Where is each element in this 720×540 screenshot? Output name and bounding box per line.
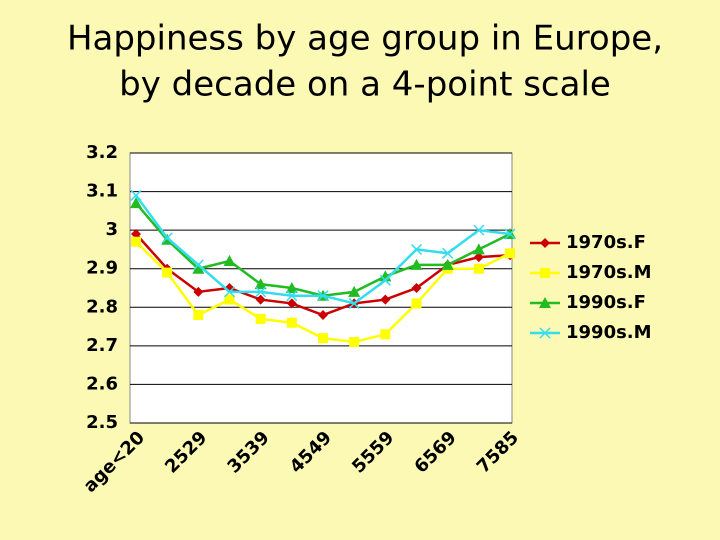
- x-tick-label: 6569: [410, 427, 460, 477]
- x-tick-label: 4549: [286, 427, 336, 477]
- point: [286, 298, 297, 309]
- point: [380, 294, 391, 305]
- point: [410, 258, 423, 270]
- point: [255, 313, 266, 324]
- point: [130, 189, 142, 201]
- legend-label: 1990s.F: [566, 292, 646, 313]
- point: [504, 228, 516, 240]
- x-tick-label: 7585: [473, 427, 523, 477]
- point: [223, 286, 236, 298]
- point: [193, 310, 204, 320]
- chart-title: Happiness by age group in Europe,: [67, 19, 663, 59]
- legend-label: 1970s.F: [566, 232, 646, 253]
- y-tick-label: 3.2: [86, 142, 118, 163]
- point: [317, 290, 329, 302]
- point: [286, 290, 298, 302]
- point: [286, 317, 297, 328]
- point: [130, 197, 142, 209]
- y-tick-label: 3: [105, 219, 118, 240]
- x-tick-label: 5559: [348, 427, 398, 477]
- legend-label: 1970s.M: [566, 262, 652, 283]
- point: [192, 259, 204, 271]
- point: [411, 298, 422, 309]
- point: [131, 236, 141, 247]
- x-tick-label: 3539: [223, 427, 273, 477]
- point: [223, 255, 236, 266]
- point: [255, 294, 266, 305]
- point: [193, 286, 204, 297]
- point: [539, 297, 551, 308]
- y-tick-label: 2.8: [86, 296, 118, 317]
- point: [539, 327, 551, 339]
- point: [131, 229, 141, 239]
- y-tick-label: 2.5: [86, 412, 118, 433]
- point: [441, 258, 454, 270]
- point: [285, 282, 298, 293]
- point: [473, 224, 485, 236]
- point: [473, 252, 484, 263]
- y-tick-label: 2.7: [86, 335, 118, 356]
- x-tick-label: 2529: [161, 427, 211, 477]
- point: [192, 262, 205, 274]
- y-tick-label: 3.1: [86, 181, 118, 202]
- point: [505, 248, 515, 259]
- point: [318, 310, 328, 320]
- point: [410, 243, 423, 255]
- point: [380, 329, 391, 340]
- point: [540, 268, 550, 278]
- point: [472, 243, 485, 255]
- legend-label: 1990s.M: [566, 322, 652, 343]
- point: [442, 247, 454, 259]
- y-tick-label: 2.6: [86, 373, 118, 394]
- point: [162, 267, 173, 278]
- point: [161, 232, 173, 244]
- point: [473, 263, 484, 274]
- x-tick-label: age<20: [80, 427, 150, 497]
- chart-subtitle: by decade on a 4-point scale: [119, 65, 611, 105]
- point: [348, 297, 360, 309]
- point: [318, 333, 328, 344]
- plot-area: [129, 152, 513, 424]
- point: [379, 274, 391, 286]
- point: [540, 238, 550, 248]
- point: [224, 294, 235, 305]
- point: [349, 337, 360, 347]
- point: [411, 283, 422, 293]
- point: [348, 285, 361, 297]
- point: [255, 286, 267, 298]
- point: [254, 278, 267, 290]
- y-tick-label: 2.9: [86, 258, 118, 279]
